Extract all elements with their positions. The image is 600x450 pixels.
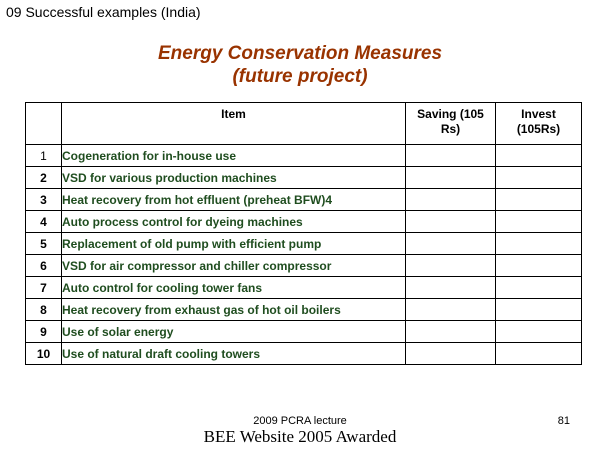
row-number: 3 xyxy=(25,188,62,211)
measures-table: Item Saving (105 Rs) Invest (105Rs) 1 Cog… xyxy=(25,102,582,365)
page-number: 81 xyxy=(557,415,570,427)
table-row: 5 Replacement of old pump with efficient … xyxy=(25,232,582,255)
row-invest xyxy=(495,188,582,211)
column-header-saving-line2: Rs) xyxy=(440,122,461,136)
row-invest xyxy=(495,320,582,343)
row-number: 9 xyxy=(25,320,62,343)
column-header-num xyxy=(25,102,62,145)
table-row: 8 Heat recovery from exhaust gas of hot o… xyxy=(25,298,582,321)
row-number: 5 xyxy=(25,232,62,255)
row-item: VSD for various production machines xyxy=(61,166,406,189)
award-text: BEE Website 2005 Awarded xyxy=(203,427,397,446)
row-saving xyxy=(405,210,496,233)
row-invest xyxy=(495,232,582,255)
table-row: 6 VSD for air compressor and chiller comp… xyxy=(25,254,582,277)
row-number: 6 xyxy=(25,254,62,277)
row-item: Cogeneration for in-house use xyxy=(61,144,406,167)
column-header-saving: Saving (105 Rs) xyxy=(405,102,496,145)
column-header-invest-line1: Invest xyxy=(521,107,556,121)
section-label: 09 Successful examples (India) xyxy=(6,4,201,20)
row-saving xyxy=(405,232,496,255)
table-row: 3 Heat recovery from hot effluent (prehea… xyxy=(25,188,582,211)
row-invest xyxy=(495,166,582,189)
row-number: 2 xyxy=(25,166,62,189)
row-item: Use of natural draft cooling towers xyxy=(61,342,406,365)
row-number: 7 xyxy=(25,276,62,299)
page-subtitle: (future project) xyxy=(232,66,368,87)
column-header-saving-line1: Saving (105 xyxy=(417,107,484,121)
row-saving xyxy=(405,144,496,167)
row-number: 10 xyxy=(25,342,62,365)
row-saving xyxy=(405,320,496,343)
row-saving xyxy=(405,298,496,321)
row-saving xyxy=(405,254,496,277)
row-number: 4 xyxy=(25,210,62,233)
row-saving xyxy=(405,276,496,299)
row-item: Auto control for cooling tower fans xyxy=(61,276,406,299)
row-invest xyxy=(495,254,582,277)
table-row: 10 Use of natural draft cooling towers xyxy=(25,342,582,365)
row-item: Use of solar energy xyxy=(61,320,406,343)
row-item: Heat recovery from hot effluent (preheat… xyxy=(61,188,406,211)
row-invest xyxy=(495,276,582,299)
row-saving xyxy=(405,342,496,365)
page-title: Energy Conservation Measures xyxy=(157,43,443,64)
table-row: 2 VSD for various production machines xyxy=(25,166,582,189)
row-invest xyxy=(495,144,582,167)
column-header-invest: Invest (105Rs) xyxy=(495,102,582,145)
row-invest xyxy=(495,342,582,365)
row-invest xyxy=(495,298,582,321)
table-row: 9 Use of solar energy xyxy=(25,320,582,343)
row-item: Auto process control for dyeing machines xyxy=(61,210,406,233)
row-item: Replacement of old pump with efficient p… xyxy=(61,232,406,255)
row-saving xyxy=(405,166,496,189)
table-body: 1 Cogeneration for in-house use 2 VSD for v… xyxy=(25,144,582,365)
table-row: 1 Cogeneration for in-house use xyxy=(25,144,582,167)
column-header-invest-line2: (105Rs) xyxy=(516,122,561,136)
row-number: 8 xyxy=(25,298,62,321)
footer-lecture: 2009 PCRA lecture xyxy=(253,415,347,427)
table-header-row: Item Saving (105 Rs) Invest (105Rs) xyxy=(25,102,582,145)
row-item: VSD for air compressor and chiller compr… xyxy=(61,254,406,277)
row-invest xyxy=(495,210,582,233)
column-header-item: Item xyxy=(61,102,406,145)
table-row: 4 Auto process control for dyeing machine… xyxy=(25,210,582,233)
row-item: Heat recovery from exhaust gas of hot oi… xyxy=(61,298,406,321)
row-saving xyxy=(405,188,496,211)
table-row: 7 Auto control for cooling tower fans xyxy=(25,276,582,299)
row-number: 1 xyxy=(25,144,62,167)
